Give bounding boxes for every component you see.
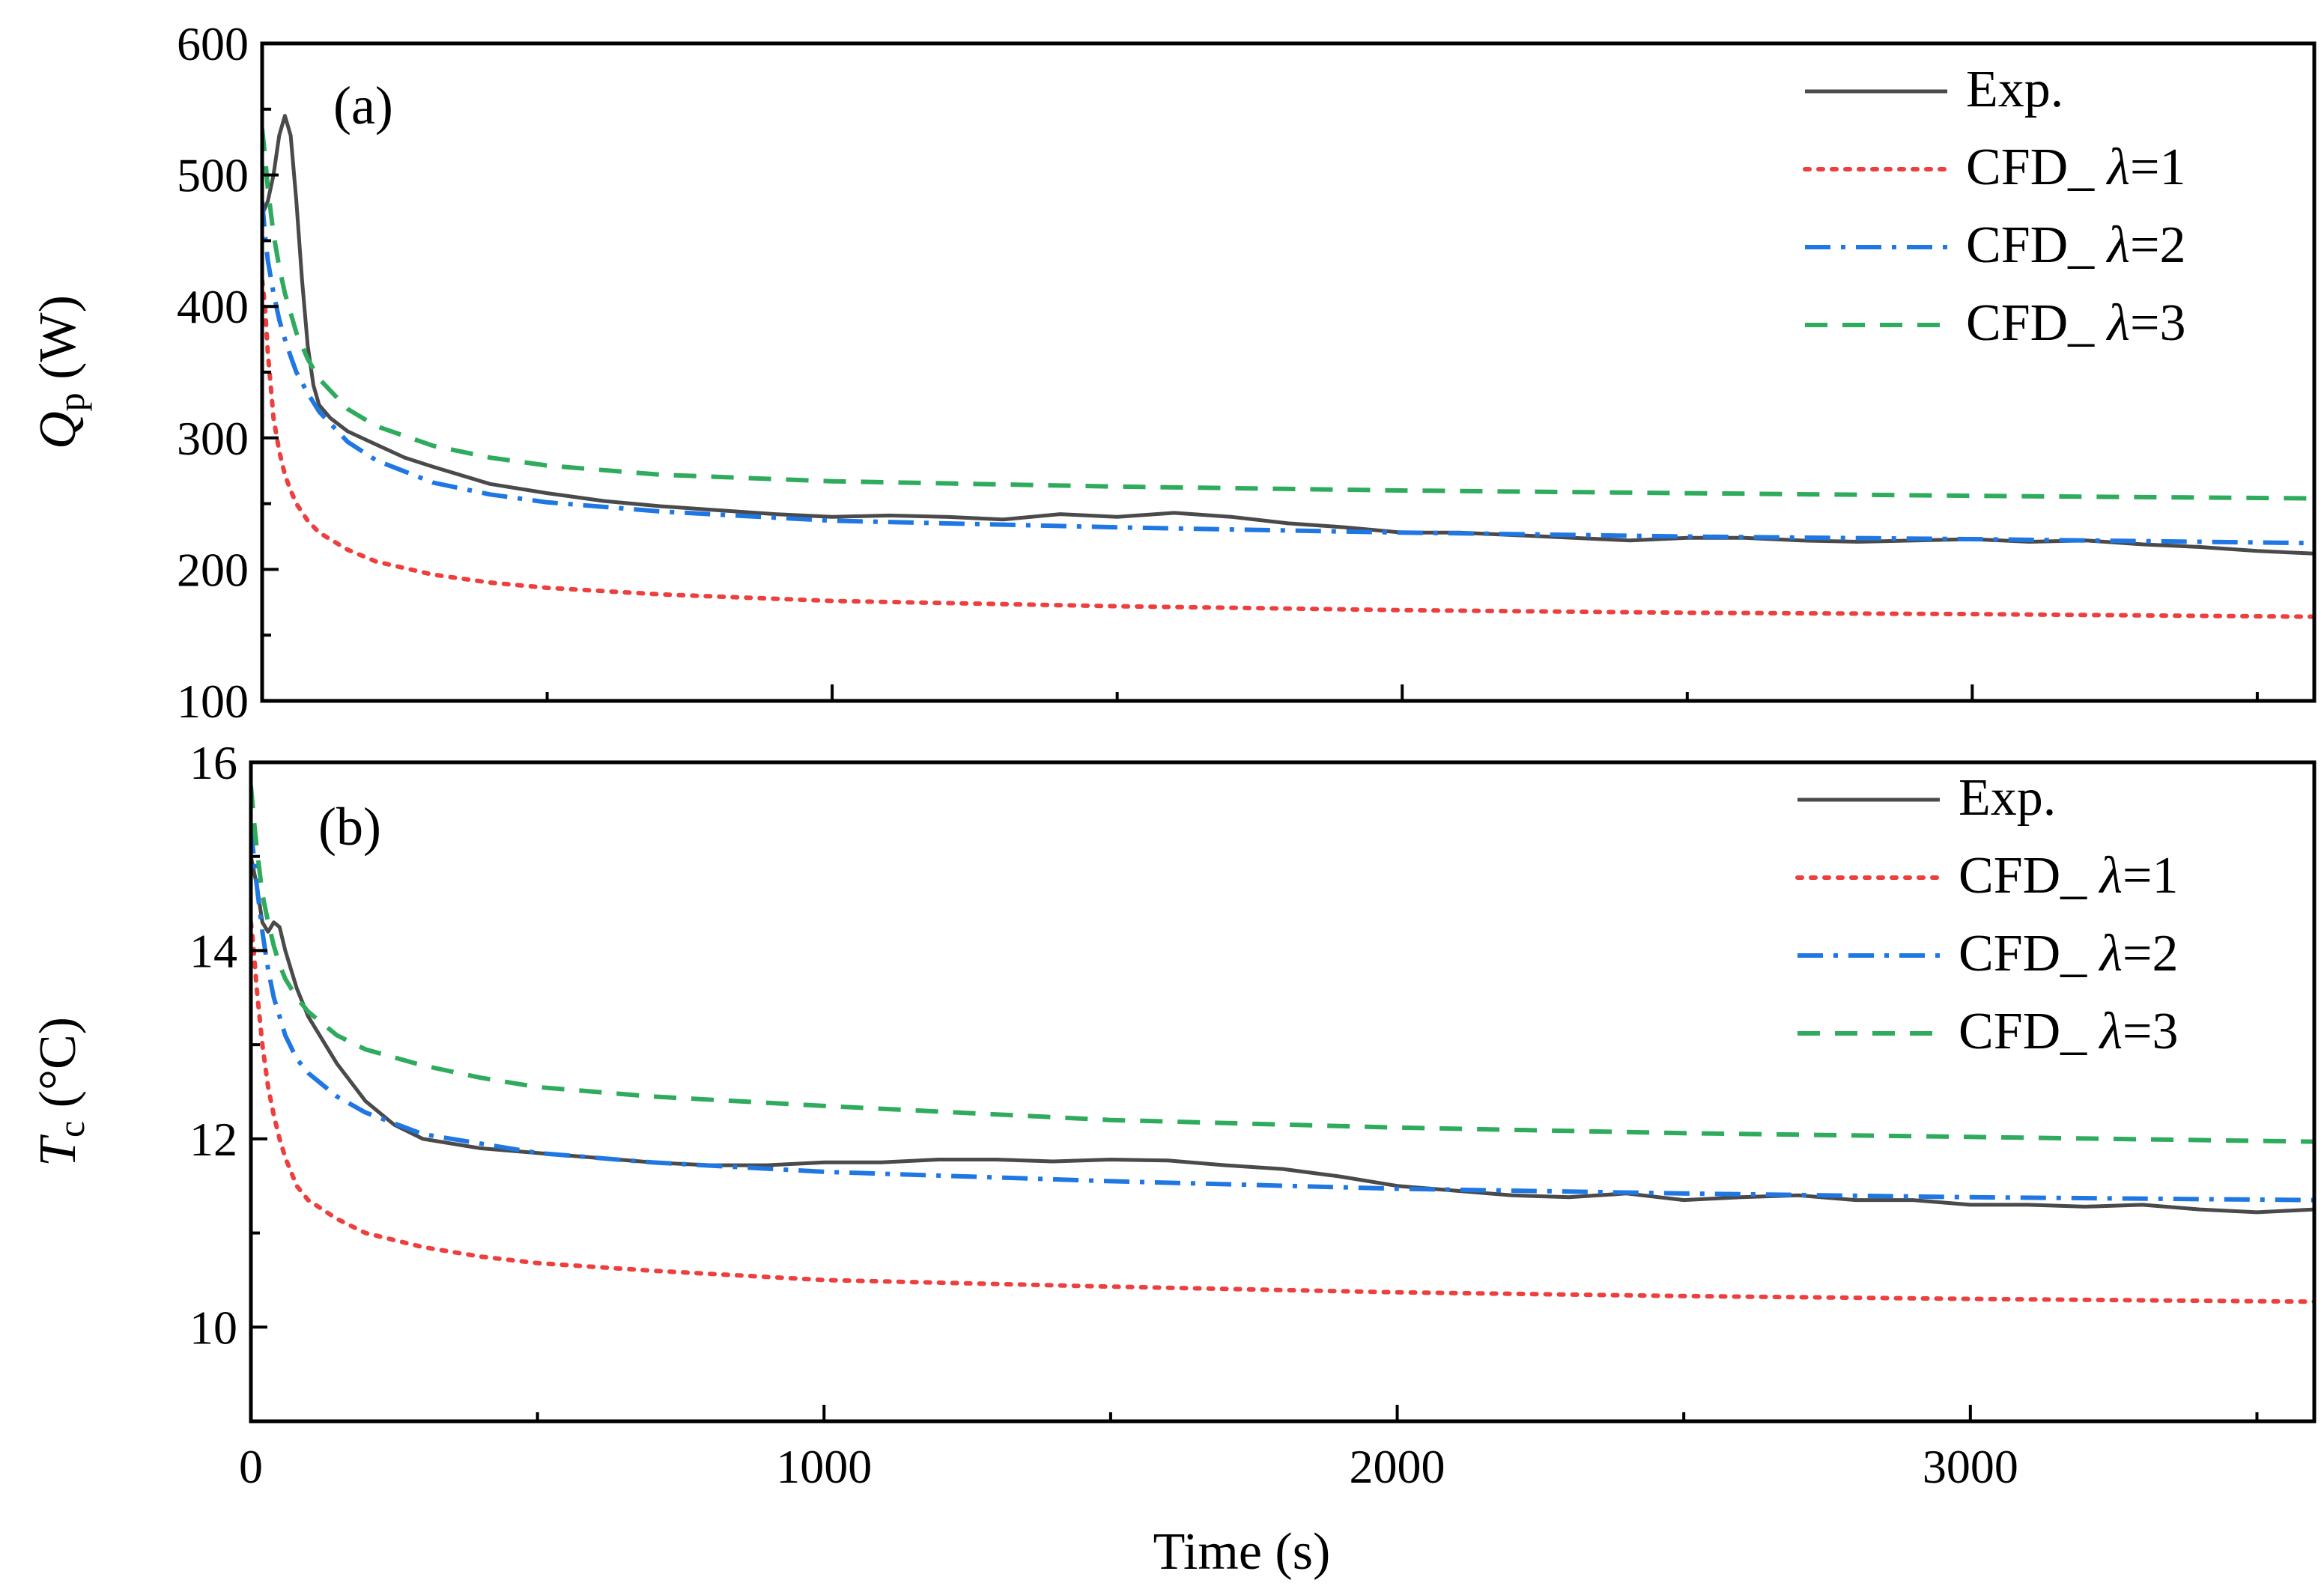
series-line-cfd-lambda-1: [251, 920, 2314, 1304]
series-line-cfd-lambda-3: [251, 786, 2314, 1144]
panel-label: (b): [318, 797, 381, 857]
legend-entry: CFD_ λ=1: [1966, 139, 2185, 196]
legend-suffix: =3: [2130, 294, 2185, 352]
y-axis-symbol: Q: [29, 411, 87, 449]
series-line-exp: [262, 114, 2314, 556]
legend-prefix: Exp.: [1959, 769, 2056, 827]
y-tick-label: 14: [189, 924, 237, 977]
legend-prefix: CFD_: [1959, 925, 2100, 982]
y-tick-label: 300: [177, 412, 249, 465]
y-axis-subscript: c: [50, 1121, 92, 1137]
x-tick-label: 1000: [776, 1440, 872, 1493]
series-line-cfd-lambda-1: [262, 278, 2314, 619]
plot-frame: [249, 760, 2317, 1424]
y-tick-label: 200: [177, 543, 249, 596]
y-axis-subscript: p: [50, 392, 92, 411]
y-tick-label: 16: [189, 736, 237, 789]
y-tick-label: 500: [177, 149, 249, 202]
legend-entry: CFD_ λ=3: [1959, 1003, 2178, 1060]
legend-prefix: CFD_: [1959, 847, 2100, 905]
legend-suffix: =3: [2123, 1003, 2178, 1060]
y-axis-unit: (°C): [29, 1017, 87, 1121]
legend-suffix: =1: [2130, 139, 2185, 196]
x-tick-label: 0: [239, 1440, 263, 1493]
legend-entry: CFD_ λ=1: [1959, 847, 2178, 905]
y-tick-label: 12: [189, 1113, 237, 1166]
legend-lambda: λ: [2106, 139, 2130, 196]
legend-suffix: =2: [2123, 925, 2178, 982]
y-axis-title: Tc (°C): [29, 1017, 92, 1167]
legend-prefix: CFD_: [1966, 294, 2108, 352]
legend-entry: CFD_ λ=2: [1959, 925, 2178, 982]
y-axis-unit: (W): [29, 295, 87, 392]
legend-lambda: λ: [2106, 216, 2130, 274]
legend-suffix: =1: [2123, 847, 2178, 905]
y-tick-label: 10: [189, 1301, 237, 1354]
legend-lambda: λ: [2099, 925, 2123, 982]
y-tick-label: 100: [177, 675, 249, 728]
legend-prefix: CFD_: [1966, 139, 2108, 196]
x-axis-title: Time (s): [1153, 1523, 1331, 1581]
legend-entry: CFD_ λ=3: [1966, 294, 2185, 352]
legend-prefix: CFD_: [1966, 216, 2108, 274]
legend-entry: CFD_ λ=2: [1966, 216, 2185, 274]
panel-b: 0 1000 2000 3000 10 12 14 16 Tc (°C) (b) Exp. CFD_ …: [29, 736, 2317, 1493]
legend-lambda: λ: [2099, 1003, 2123, 1060]
y-axis-title: Qp (W): [29, 295, 92, 449]
legend-entry: Exp.: [1959, 769, 2056, 827]
y-tick-label: 600: [177, 17, 249, 70]
legend-suffix: =2: [2130, 216, 2185, 274]
panel-label: (a): [333, 76, 393, 136]
x-tick-label: 3000: [1923, 1440, 2018, 1493]
y-tick-label: 400: [177, 280, 249, 333]
legend-prefix: Exp.: [1966, 61, 2063, 118]
legend-lambda: λ: [2099, 847, 2123, 905]
x-tick-label: 2000: [1350, 1440, 1445, 1493]
legend-lambda: λ: [2106, 294, 2130, 352]
legend-prefix: CFD_: [1959, 1003, 2100, 1060]
y-axis-symbol: T: [29, 1134, 87, 1167]
legend-entry: Exp.: [1966, 61, 2063, 118]
series-line-cfd-lambda-3: [262, 128, 2314, 501]
